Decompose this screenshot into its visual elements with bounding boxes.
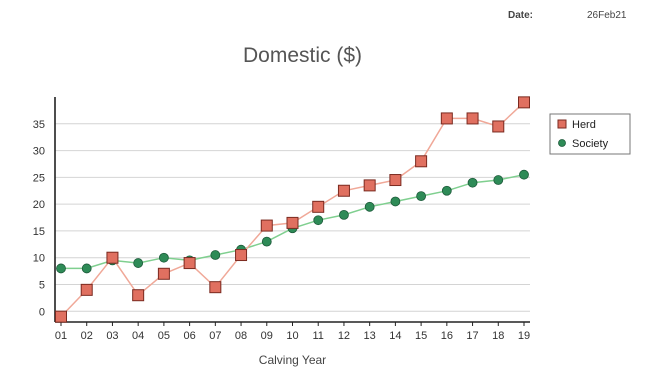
herd-point <box>440 112 453 125</box>
series <box>55 96 530 323</box>
x-tick-label: 19 <box>518 330 530 342</box>
society-point <box>210 250 221 260</box>
y-tick-label: 30 <box>33 146 45 158</box>
legend-herd-marker <box>557 119 567 129</box>
herd-point <box>80 283 93 296</box>
y-tick-label: 35 <box>33 119 45 131</box>
x-tick-label: 09 <box>261 330 273 342</box>
y-tick-label: 0 <box>39 306 45 318</box>
society-point <box>313 215 324 226</box>
y-tick-label: 20 <box>33 199 45 211</box>
herd-point <box>466 112 479 125</box>
x-tick-label: 04 <box>132 330 144 342</box>
herd-point <box>183 257 196 270</box>
x-tick-label: 10 <box>286 330 298 342</box>
legend-society-marker <box>558 139 566 147</box>
legend-herd-label: Herd <box>572 119 596 131</box>
herd-point <box>363 179 376 192</box>
society-point <box>416 191 427 202</box>
x-tick-label: 16 <box>441 330 453 342</box>
herd-point <box>492 120 505 133</box>
herd-point <box>55 310 67 323</box>
y-tick-label: 10 <box>33 253 45 265</box>
chart-title: Domestic ($) <box>242 44 363 67</box>
x-tick-label: 17 <box>466 330 478 342</box>
herd-point <box>389 174 402 187</box>
herd-point <box>518 96 530 109</box>
society-point <box>81 263 92 274</box>
herd-point <box>286 216 299 229</box>
y-tick-label: 5 <box>39 280 45 292</box>
legend: Herd Society <box>549 113 631 155</box>
x-tick-label: 03 <box>106 330 118 342</box>
x-tick-label: 05 <box>158 330 170 342</box>
x-tick-label: 15 <box>415 330 427 342</box>
society-point <box>339 209 349 220</box>
x-tick-label: 08 <box>235 330 247 342</box>
herd-point <box>209 281 222 294</box>
y-tick-label: 25 <box>33 172 45 184</box>
herd-point <box>132 289 145 302</box>
series-herd <box>55 96 530 323</box>
date-label: Date: <box>508 10 534 21</box>
society-point <box>519 169 529 180</box>
x-tick-label: 13 <box>364 330 376 342</box>
date-value: 26Feb21 <box>587 10 627 21</box>
x-tick-label: 12 <box>338 330 350 342</box>
herd-point <box>312 200 325 213</box>
society-point <box>158 252 169 263</box>
legend-society-label: Society <box>572 138 609 150</box>
x-tick-label: 01 <box>55 330 67 342</box>
society-point <box>441 185 452 196</box>
axes <box>54 97 530 326</box>
society-point <box>364 201 375 212</box>
y-tick-label: 15 <box>33 226 45 238</box>
x-tick-label: 06 <box>183 330 195 342</box>
x-axis-title: Calving Year <box>259 353 326 367</box>
society-point <box>467 177 478 188</box>
herd-point <box>415 155 428 168</box>
society-point <box>261 236 272 247</box>
herd-point <box>157 267 170 280</box>
society-point <box>56 263 66 274</box>
herd-point <box>235 249 248 262</box>
herd-point <box>106 251 119 264</box>
x-tick-label: 02 <box>81 330 93 342</box>
x-tick-label: 11 <box>313 330 324 342</box>
society-point <box>493 175 504 185</box>
x-tick-label: 14 <box>389 330 401 342</box>
x-tick-label: 07 <box>209 330 221 342</box>
society-point <box>133 258 144 268</box>
x-tick-label: 18 <box>492 330 504 342</box>
society-point <box>390 196 401 207</box>
herd-point <box>260 219 273 232</box>
herd-point <box>337 184 350 197</box>
